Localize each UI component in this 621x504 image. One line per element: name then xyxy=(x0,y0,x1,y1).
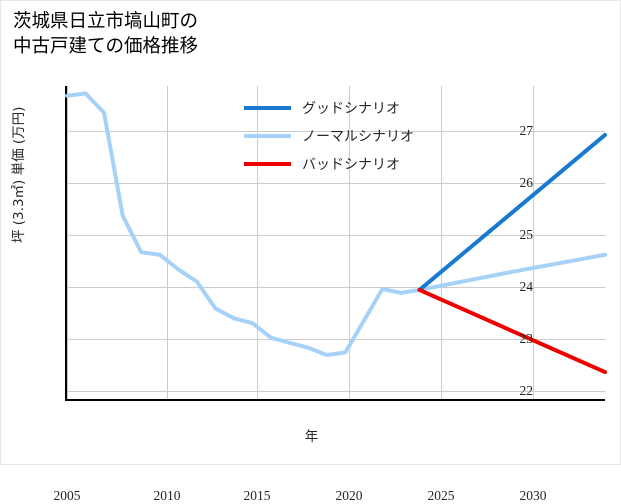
legend-label-normal: ノーマルシナリオ xyxy=(302,129,414,145)
legend-swatch-bad-icon xyxy=(244,162,291,166)
gridline-x-2030 xyxy=(533,86,534,399)
x-axis-label: 年 xyxy=(304,429,319,445)
gridline-y-22 xyxy=(67,391,605,392)
gridline-x-2005 xyxy=(67,86,68,399)
gridline-y-27 xyxy=(67,131,605,132)
legend-item-bad: バッドシナリオ xyxy=(244,150,474,178)
y-tick-26: 26 xyxy=(519,175,534,190)
y-tick-22: 22 xyxy=(519,383,534,398)
y-axis-label: 坪 (3.3㎡) 単価 (万円) xyxy=(11,106,27,243)
x-tick-2020: 2020 xyxy=(335,488,363,503)
gridline-x-2025 xyxy=(441,86,442,399)
y-tick-24: 24 xyxy=(519,279,534,294)
gridline-x-2020 xyxy=(349,86,350,399)
series-layer xyxy=(65,91,607,375)
gridline-y-23 xyxy=(67,339,605,340)
gridline-x-2015 xyxy=(257,86,258,399)
plot-frame xyxy=(65,86,605,401)
legend-label-bad: バッドシナリオ xyxy=(302,157,400,173)
x-tick-2005: 2005 xyxy=(53,488,81,503)
x-tick-2030: 2030 xyxy=(519,488,547,503)
line-normal-scenario xyxy=(65,91,607,357)
line-good-scenario xyxy=(417,132,607,292)
gridline-x-2010 xyxy=(167,86,168,399)
legend-label-good: グッドシナリオ xyxy=(302,101,400,117)
x-tick-2025: 2025 xyxy=(427,488,455,503)
gridline-y-24 xyxy=(67,287,605,288)
legend-item-good: グッドシナリオ xyxy=(244,94,474,122)
y-tick-23: 23 xyxy=(519,331,534,346)
line-bad-scenario xyxy=(417,287,607,375)
x-tick-2010: 2010 xyxy=(153,488,181,503)
gridline-y-26 xyxy=(67,183,605,184)
gridline-y-25 xyxy=(67,235,605,236)
legend-swatch-good-icon xyxy=(244,106,291,110)
y-tick-25: 25 xyxy=(519,227,534,242)
page-title: 茨城県日立市塙山町の 中古戸建ての価格推移 xyxy=(13,11,199,57)
y-axis-spine xyxy=(65,86,67,399)
legend-item-normal: ノーマルシナリオ xyxy=(244,122,474,150)
legend: グッドシナリオ ノーマルシナリオ バッドシナリオ xyxy=(244,94,474,178)
legend-swatch-normal-icon xyxy=(244,134,291,138)
y-tick-27: 27 xyxy=(519,123,534,138)
x-axis-spine xyxy=(65,399,605,401)
x-tick-2015: 2015 xyxy=(243,488,271,503)
